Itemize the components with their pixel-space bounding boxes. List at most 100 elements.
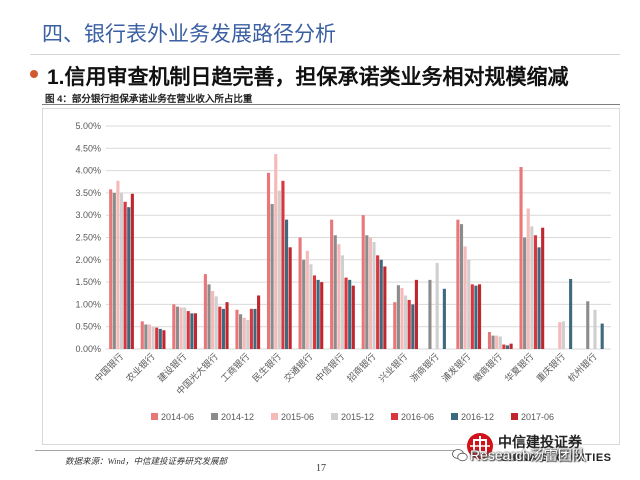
legend-label: 2015-06 [281,412,314,422]
legend-swatch [511,413,518,420]
bar-2016-12-cat-10 [442,288,446,349]
bar-2014-06-cat-2 [172,304,176,349]
bar-2015-12-cat-1 [151,326,155,349]
bar-2015-06-cat-4 [242,317,246,349]
figure-caption: 图 4：部分银行担保承诺业务在营业收入所占比重 [45,94,253,105]
caption-divider [42,104,620,105]
bar-2014-12-cat-4 [239,314,243,349]
bar-2016-06-cat-5 [281,180,285,349]
bar-chart: 0.00% 0.50% 1.00% 1.50% 2.00% 2.50% 3.00% 3.50%… [42,108,620,445]
bar-2017-06-cat-12 [509,343,513,349]
bullet-dot-icon [30,70,38,78]
slide-title: 四、银行表外业务发展路径分析 [42,23,336,46]
bar-2016-06-cat-1 [155,327,159,349]
x-tick-label: 浙商银行 [408,351,441,384]
y-tick-label: 3.50% [75,188,101,198]
bar-2015-12-cat-9 [404,295,408,349]
bar-2015-12-cat-8 [372,241,376,349]
bar-2015-06-cat-13 [526,208,530,349]
bar-2015-06-cat-5 [274,154,278,349]
title-divider [30,54,620,55]
bar-2016-12-cat-4 [253,308,257,349]
wechat-icon [452,449,468,462]
legend-swatch [391,413,398,420]
x-tick-label: 建设银行 [155,351,188,384]
company-name-cn: 中信建投证券 [498,434,582,450]
bar-2015-12-cat-2 [183,307,187,349]
section-heading: 1.信用审查机制日趋完善，担保承诺类业务相对规模缩减 [47,66,569,89]
x-tick-label: 兴业银行 [376,351,409,384]
x-tick-label: 民生银行 [250,351,283,384]
bar-2017-06-cat-4 [257,295,261,349]
bar-2014-12-cat-10 [428,279,432,349]
bar-2015-06-cat-1 [147,324,152,349]
legend-swatch [271,413,278,420]
bar-2016-12-cat-9 [411,304,415,349]
bar-2016-12-cat-12 [505,345,510,349]
y-tick-label: 0.00% [75,344,101,354]
bar-2016-12-cat-7 [348,279,352,349]
bar-2015-12-cat-14 [561,321,565,349]
bar-2014-06-cat-6 [298,237,302,349]
bar-2016-06-cat-9 [407,299,411,349]
x-tick-label: 华夏银行 [502,351,535,384]
bar-2015-06-cat-12 [495,335,499,349]
data-source-note: 数据来源：Wind，中信建投证券研究发展部 [65,456,227,466]
legend: 2014-06 2014-12 2015-06 2015-12 2016-06 2016-… [151,412,554,422]
bar-2016-06-cat-0 [123,201,127,349]
bar-2016-12-cat-14 [569,278,573,349]
bar-2017-06-cat-9 [414,279,418,349]
bar-2016-06-cat-8 [376,255,380,349]
bar-2017-06-cat-2 [193,313,198,349]
legend-swatch [151,413,158,420]
bar-2016-12-cat-15 [600,323,604,349]
bar-2014-06-cat-1 [140,321,144,349]
bar-2015-12-cat-0 [119,192,124,349]
bar-2016-06-cat-12 [502,344,506,349]
bar-2014-12-cat-7 [333,235,337,349]
bar-2014-12-cat-3 [207,284,211,349]
chart-canvas: 0.00% 0.50% 1.00% 1.50% 2.00% 2.50% 3.00% 3.50%… [75,121,611,422]
bar-2015-06-cat-14 [558,322,562,349]
x-tick-label: 招商银行 [344,351,377,384]
bar-2014-06-cat-0 [109,189,113,349]
bar-2014-06-cat-3 [203,274,207,349]
bar-2014-12-cat-11 [459,224,464,349]
y-tick-label: 2.00% [75,255,101,265]
bar-2014-06-cat-11 [456,219,460,349]
legend-item-2016-12: 2016-12 [451,412,494,422]
legend-label: 2017-06 [521,412,554,422]
bar-2014-12-cat-0 [112,192,116,349]
legend-label: 2016-06 [401,412,434,422]
footer-divider [35,450,455,451]
bar-2015-06-cat-7 [337,244,341,349]
legend-label: 2014-12 [221,412,254,422]
y-tick-label: 2.50% [75,233,101,243]
bar-2015-12-cat-12 [498,336,502,349]
bar-2015-06-cat-8 [368,237,372,349]
y-tick-label: 3.00% [75,210,101,220]
bar-2015-12-cat-15 [593,309,597,349]
bar-2016-12-cat-5 [285,219,289,349]
bar-2015-12-cat-7 [340,255,345,349]
x-tick-label: 农业银行 [124,351,157,384]
watermark-text: Research汤雷团队 [470,447,586,463]
page-number: 17 [316,463,326,474]
bar-2014-12-cat-15 [586,301,590,349]
bar-2014-06-cat-9 [393,302,397,349]
bar-2014-12-cat-12 [491,335,495,349]
legend-item-2015-12: 2015-12 [331,412,374,422]
bar-2014-12-cat-13 [523,237,527,349]
bar-2016-12-cat-0 [127,207,131,349]
bar-2015-06-cat-11 [463,246,467,349]
y-tick-label: 0.50% [75,322,101,332]
legend-item-2014-12: 2014-12 [211,412,254,422]
bar-2016-12-cat-6 [316,279,320,349]
watermark: Research汤雷团队 [452,445,586,465]
company-name-en: CHINA SECURITIES [500,452,612,464]
bar-2015-12-cat-6 [309,264,313,349]
bar-2016-12-cat-13 [537,247,541,349]
bar-2015-12-cat-10 [435,262,439,349]
legend-swatch [331,413,338,420]
bar-2016-12-cat-2 [190,313,194,349]
